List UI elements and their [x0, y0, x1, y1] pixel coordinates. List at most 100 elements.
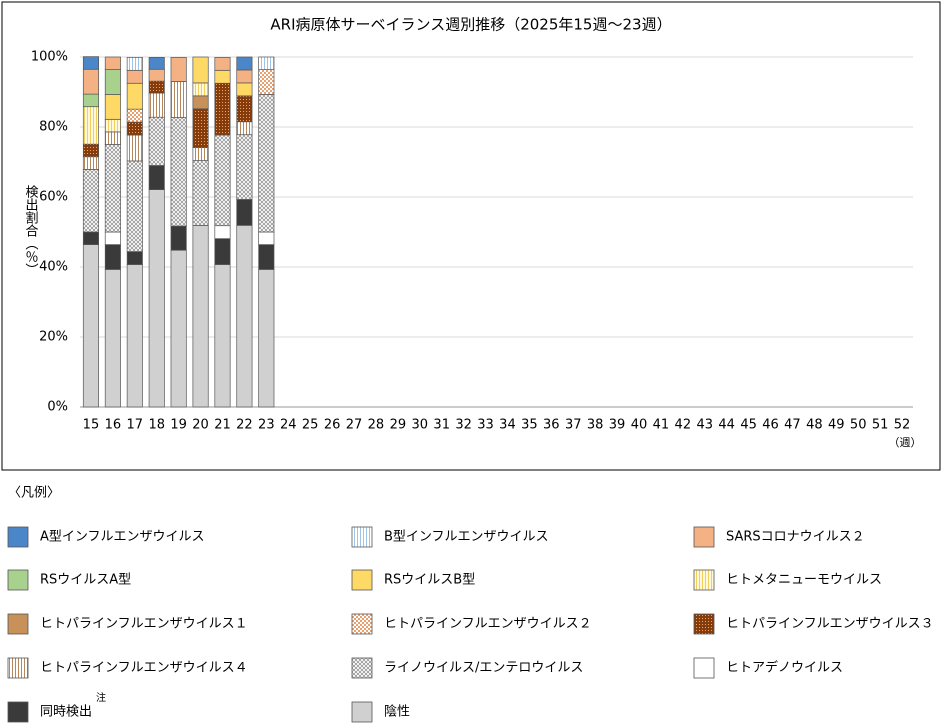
bar-segment [82, 169, 99, 233]
bar-segment [82, 106, 99, 145]
y-tick-label: 80% [39, 120, 68, 135]
x-tick-label: 43 [696, 418, 713, 433]
legend-label: ヒトアデノウイルス [726, 660, 843, 676]
y-tick-label: 20% [39, 330, 68, 345]
bar-segment [192, 82, 209, 97]
y-tick-label: 0% [47, 400, 68, 415]
bar-segment [148, 189, 165, 408]
bar-segment [148, 92, 165, 118]
bar-segment [82, 93, 99, 108]
x-tick-label: 35 [521, 418, 538, 433]
bar-segment [258, 94, 275, 233]
x-tick-label: 19 [170, 418, 187, 433]
x-tick-label: 34 [499, 418, 516, 433]
legend-swatch [351, 657, 373, 679]
x-tick-label: 27 [346, 418, 363, 433]
bar-segment [192, 56, 209, 84]
bar-segment [82, 143, 99, 158]
y-tick-label: 40% [39, 260, 68, 275]
bar-segment [258, 244, 275, 270]
x-tick-label: 22 [236, 418, 253, 433]
legend-swatch [7, 613, 29, 635]
bar-segment [258, 56, 275, 70]
x-tick-label: 24 [280, 418, 297, 433]
legend-label: A型インフルエンザウイルス [40, 530, 205, 545]
x-tick-label: 41 [653, 418, 670, 433]
bar-segment [236, 56, 253, 71]
bar-segment [258, 231, 275, 245]
bar-segment [214, 264, 231, 408]
y-tick-label: 100% [31, 50, 68, 65]
legend-swatch [693, 613, 715, 635]
bar-segment [170, 225, 187, 251]
x-tick-label: 47 [784, 418, 801, 433]
legend-label: ヒトパラインフルエンザウイルス４ [40, 661, 248, 676]
bar-segment [170, 81, 187, 118]
bar-segment [236, 82, 253, 97]
legend-swatch [7, 569, 29, 591]
x-tick-label: 45 [740, 418, 757, 433]
bar-segment [214, 134, 231, 227]
bar-segment [126, 264, 143, 408]
bar-segment [126, 251, 143, 265]
bar-segment [104, 131, 121, 145]
x-tick-label: 33 [477, 418, 494, 433]
x-tick-label: 25 [302, 418, 319, 433]
bar-segment [214, 238, 231, 265]
x-tick-label: 46 [762, 418, 779, 433]
x-tick-label: 44 [718, 418, 735, 433]
bar-segment [148, 116, 165, 166]
bar-segment [192, 108, 209, 149]
x-axis-unit: （週） [889, 436, 922, 449]
x-tick-label: 21 [214, 418, 231, 433]
bar-segment [170, 117, 187, 227]
legend-swatch [351, 526, 373, 548]
bar-segment [192, 95, 209, 110]
x-tick-label: 37 [565, 418, 582, 433]
bar-segment [214, 56, 231, 71]
bar-segment [148, 56, 165, 70]
bar-segment [126, 108, 143, 123]
bar-segment [126, 82, 143, 110]
bar-segment [82, 56, 99, 70]
x-tick-label: 26 [324, 418, 341, 433]
legend-label: ライノウイルス/エンテロウイルス [384, 661, 583, 676]
legend-label: ヒトパラインフルエンザウイルス２ [384, 617, 592, 632]
chart-title: ARI病原体サーベイランス週別推移（2025年15週～23週） [270, 16, 671, 34]
x-tick-label: 49 [828, 418, 845, 433]
legend-label: RSウイルスA型 [40, 573, 131, 588]
legend-label: 陰性 [384, 705, 410, 720]
x-tick-label: 23 [258, 418, 275, 433]
x-tick-label: 18 [148, 418, 165, 433]
legend-title: 〈凡例〉 [8, 486, 60, 501]
bar-segment [258, 69, 275, 95]
legend-swatch [693, 569, 715, 591]
bar-segment [192, 160, 209, 226]
y-tick-label: 60% [39, 190, 68, 205]
bar-segment [214, 82, 231, 136]
bar-segment [236, 199, 253, 226]
x-tick-label: 28 [368, 418, 385, 433]
bar-segment [104, 269, 121, 408]
bar-segment [104, 94, 121, 120]
legend-swatch [693, 657, 715, 679]
x-tick-label: 39 [609, 418, 626, 433]
bar-segment [104, 231, 121, 245]
bar-segment [192, 225, 209, 408]
bar-segment [214, 225, 231, 239]
bar-segment [82, 68, 99, 95]
x-tick-label: 20 [192, 418, 209, 433]
bar-segment [236, 121, 253, 136]
x-tick-label: 36 [543, 418, 560, 433]
bar-segment [170, 249, 187, 408]
bar-segment [126, 56, 143, 71]
legend-label: SARSコロナウイルス２ [726, 530, 865, 545]
legend-swatch [7, 701, 29, 723]
legend-swatch [351, 701, 373, 723]
x-tick-label: 52 [894, 418, 911, 433]
bar-segment [258, 269, 275, 408]
legend-swatch [7, 526, 29, 548]
x-tick-label: 29 [390, 418, 407, 433]
bar-segment [236, 69, 253, 84]
